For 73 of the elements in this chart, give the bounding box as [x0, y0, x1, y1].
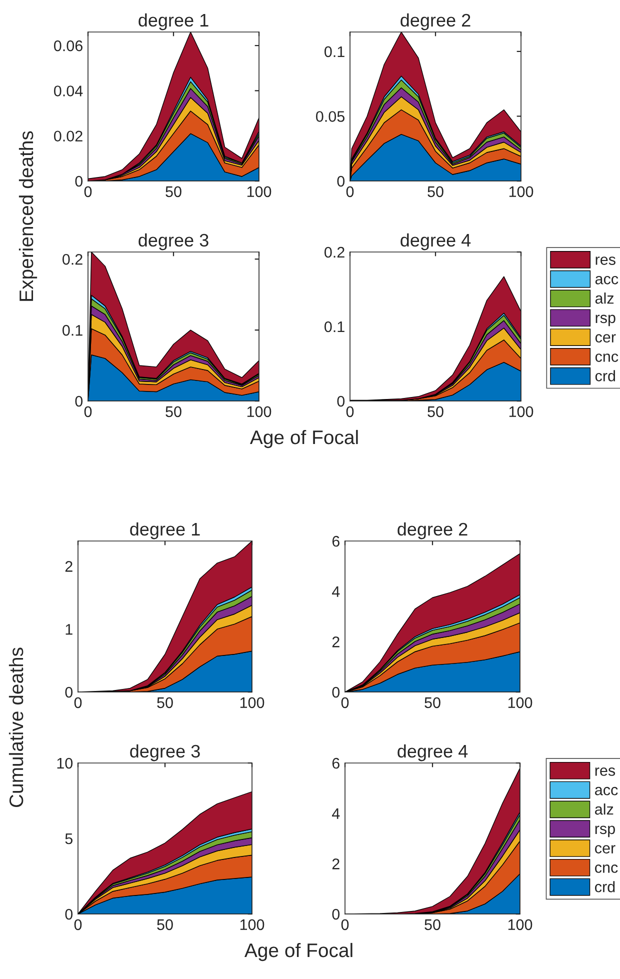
legend-label: res — [595, 768, 616, 776]
legend-label: rsp — [595, 826, 615, 838]
y-tick-label: 0.04 — [54, 86, 83, 96]
x-tick-label: 100 — [508, 919, 532, 930]
legend-label: alz — [595, 292, 614, 304]
x-tick-label: 50 — [424, 697, 440, 708]
chart-title: degree 3 — [130, 744, 200, 762]
legend-label: acc — [595, 276, 618, 284]
x-tick-label: 100 — [247, 406, 272, 418]
y-tick-label: 0.1 — [324, 46, 344, 58]
y-tick-label: 0 — [75, 396, 83, 407]
x-tick-label: 50 — [428, 406, 444, 418]
legend-label: cnc — [595, 354, 618, 362]
legend-label: acc — [595, 786, 618, 796]
x-tick-label: 50 — [166, 406, 182, 418]
y-tick-label: 1 — [66, 624, 72, 635]
y-tick-label: 0 — [332, 908, 340, 920]
y-tick-label: 0 — [75, 176, 83, 187]
y-tick-label: 0.02 — [54, 130, 82, 142]
y-tick-label: 6 — [332, 536, 340, 547]
chart-title: degree 2 — [398, 522, 468, 540]
x-axis-title: Age of Focal — [250, 430, 358, 448]
x-tick-label: 100 — [240, 919, 264, 930]
x-tick-label: 0 — [346, 406, 354, 418]
x-tick-label: 100 — [508, 697, 532, 708]
x-tick-label: 100 — [240, 697, 264, 708]
x-tick-label: 50 — [428, 186, 444, 198]
y-tick-label: 0.06 — [54, 40, 82, 52]
chart-title: degree 4 — [400, 233, 471, 250]
legend-label: crd — [595, 881, 615, 892]
y-tick-label: 0 — [337, 396, 345, 407]
x-tick-label: 0 — [346, 186, 354, 198]
x-axis-title: Age of Focal — [244, 942, 352, 962]
y-tick-label: 0.05 — [316, 111, 344, 122]
x-tick-label: 0 — [84, 406, 92, 418]
y-tick-label: 0.2 — [324, 246, 344, 258]
x-tick-label: 0 — [84, 186, 92, 198]
x-tick-label: 50 — [157, 697, 173, 708]
legend-label: cer — [595, 334, 616, 343]
y-tick-label: 2 — [65, 561, 72, 572]
chart-title: degree 1 — [130, 522, 200, 540]
legend-label: cnc — [595, 864, 618, 873]
y-tick-label: 5 — [65, 834, 72, 844]
y-tick-label: 0 — [65, 908, 73, 920]
y-tick-label: 0 — [337, 176, 345, 187]
chart-title: degree 4 — [398, 744, 468, 762]
x-tick-label: 100 — [509, 406, 534, 418]
y-tick-label: 0 — [332, 686, 340, 698]
x-tick-label: 50 — [157, 919, 173, 930]
y-tick-label: 0.2 — [62, 254, 82, 265]
x-tick-label: 100 — [509, 186, 534, 198]
chart-title: degree 3 — [138, 233, 208, 250]
y-tick-label: 4 — [332, 586, 340, 597]
y-tick-label: 4 — [332, 808, 340, 819]
y-tick-label: 6 — [332, 758, 340, 769]
chart-title: degree 1 — [138, 13, 208, 30]
y-tick-label: 2 — [332, 636, 340, 648]
x-tick-label: 50 — [424, 919, 440, 930]
legend-label: alz — [595, 803, 614, 815]
y-axis-title: Cumulative deaths — [8, 648, 24, 808]
chart-title: degree 2 — [400, 13, 470, 30]
x-tick-label: 100 — [247, 186, 272, 198]
y-tick-label: 2 — [332, 858, 340, 870]
legend-label: cer — [595, 845, 616, 854]
legend-label: res — [596, 256, 616, 265]
y-axis-title: Experienced deaths — [18, 131, 38, 301]
y-tick-label: 0.1 — [324, 321, 344, 332]
legend-label: crd — [595, 370, 616, 382]
y-tick-label: 0.1 — [62, 324, 82, 336]
y-tick-label: 0 — [65, 686, 73, 698]
legend-label: rsp — [596, 314, 616, 326]
x-tick-label: 50 — [166, 186, 182, 198]
y-tick-label: 10 — [57, 758, 73, 769]
